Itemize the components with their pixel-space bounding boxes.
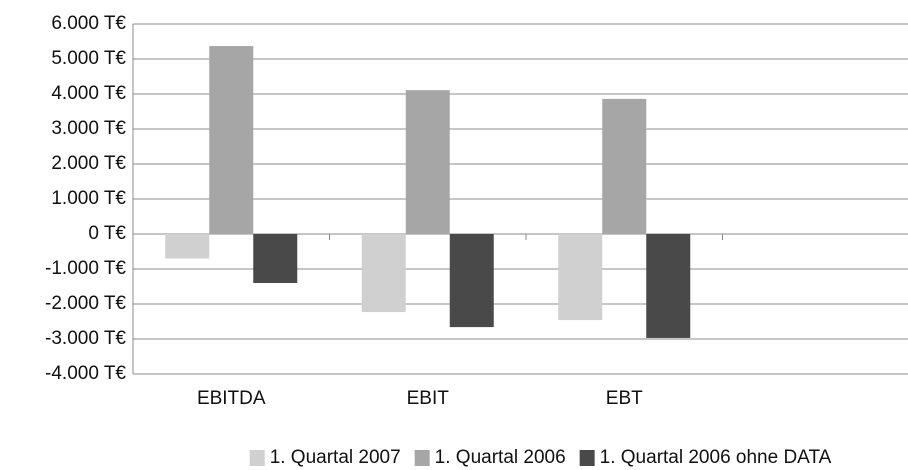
legend-label: 1. Quartal 2006 [435, 447, 566, 468]
x-tick-label: EBIT [407, 388, 450, 409]
y-tick-label: 0 T€ [88, 223, 126, 244]
bar [165, 234, 210, 259]
legend-swatch [249, 450, 265, 466]
y-tick-label: -2.000 T€ [45, 293, 126, 314]
bar [361, 234, 406, 313]
y-tick-label: 5.000 T€ [51, 48, 126, 69]
legend-label: 1. Quartal 2007 [270, 447, 401, 468]
bar [209, 46, 254, 234]
bar [253, 234, 298, 283]
y-tick-label: 1.000 T€ [51, 188, 126, 209]
y-tick-label: -1.000 T€ [45, 258, 126, 279]
y-tick-label: 4.000 T€ [51, 83, 126, 104]
x-tick-label: EBT [606, 388, 643, 409]
y-tick-label: 2.000 T€ [51, 153, 126, 174]
y-tick-label: 6.000 T€ [51, 13, 126, 34]
bar [558, 234, 603, 321]
bar [602, 98, 647, 235]
legend-swatch [579, 450, 595, 466]
y-tick-label: -3.000 T€ [45, 328, 126, 349]
bar [646, 234, 691, 338]
y-tick-label: -4.000 T€ [45, 363, 126, 384]
x-tick-label: EBITDA [197, 388, 266, 409]
legend-label: 1. Quartal 2006 ohne DATA [600, 447, 832, 468]
bar [449, 234, 494, 328]
legend: 1. Quartal 2007 1. Quartal 2006 1. Quartal… [249, 447, 832, 468]
y-tick-label: 3.000 T€ [51, 118, 126, 139]
legend-swatch [414, 450, 430, 466]
bar [405, 90, 450, 235]
